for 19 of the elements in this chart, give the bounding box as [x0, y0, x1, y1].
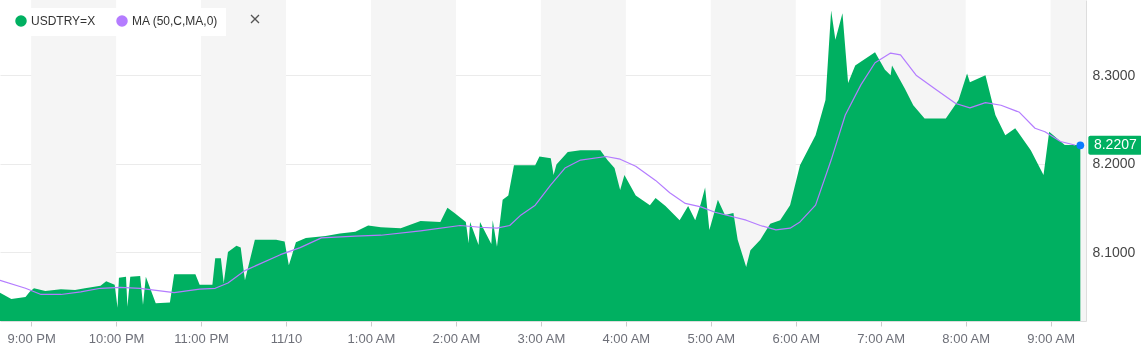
x-tick-label: 4:00 AM	[602, 330, 651, 346]
x-tick-label: 11/10	[270, 330, 303, 346]
x-tick-label: 9:00 PM	[7, 330, 56, 346]
x-tick-label: 11:00 PM	[174, 330, 229, 346]
x-tick-label: 2:00 AM	[432, 330, 481, 346]
y-tick-label: 8.3000	[1092, 66, 1136, 83]
x-tick-label: 9:00 AM	[1027, 330, 1075, 346]
x-tick-label: 6:00 AM	[772, 330, 821, 346]
x-tick-label: 10:00 PM	[88, 330, 145, 346]
legend-label: MA (50,C,MA,0)	[132, 14, 218, 28]
y-tick-label: 8.2000	[1092, 155, 1136, 172]
x-tick-label: 1:00 AM	[347, 330, 396, 346]
x-tick-label: 5:00 AM	[687, 330, 736, 346]
legend-label: USDTRY=X	[31, 14, 96, 28]
x-tick-label: 7:00 AM	[857, 330, 906, 346]
x-tick-label: 3:00 AM	[517, 330, 566, 346]
y-tick-label: 8.1000	[1092, 243, 1136, 260]
annotation: 8.2207	[1093, 136, 1137, 153]
x-tick-label: 8:00 AM	[942, 330, 990, 346]
